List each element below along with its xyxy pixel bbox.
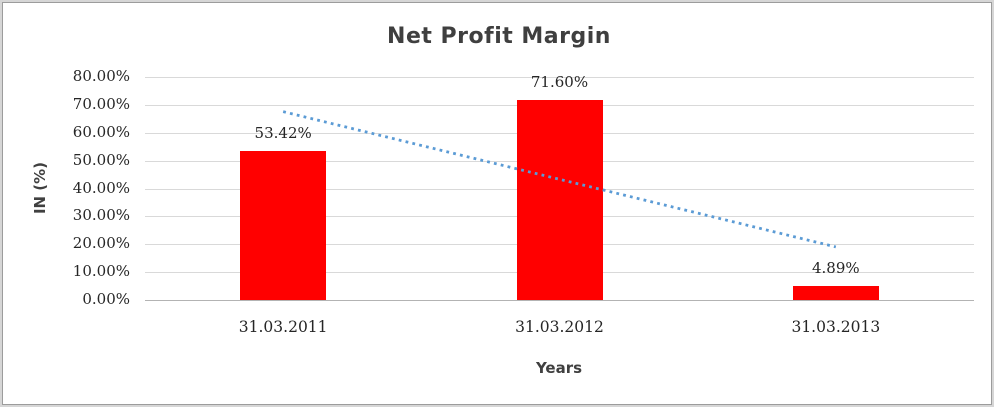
trendline-dotted-line[interactable] xyxy=(282,110,837,249)
y-tick-label: 20.00% xyxy=(72,234,130,253)
x-category-label: 31.03.2013 xyxy=(791,318,881,336)
y-tick-label: 80.00% xyxy=(72,67,130,85)
data-label: 71.60% xyxy=(530,73,589,92)
x-category-label: 31.03.2011 xyxy=(238,318,328,336)
y-tick-label: 30.00% xyxy=(72,206,130,225)
bar-31.03.2012[interactable] xyxy=(516,100,603,300)
y-tick-label: 50.00% xyxy=(72,150,130,169)
x-category-label: 31.03.2012 xyxy=(515,318,604,336)
chart-title: Net Profit Margin xyxy=(387,24,611,49)
data-label: 53.42% xyxy=(254,124,312,143)
y-tick-label: 60.00% xyxy=(72,122,130,141)
data-label: 4.89% xyxy=(812,259,860,278)
bar-31.03.2011[interactable] xyxy=(240,151,327,300)
plot-area xyxy=(145,77,974,301)
bar-31.03.2013[interactable] xyxy=(792,286,879,300)
y-tick-label: 70.00% xyxy=(72,94,130,113)
y-tick-label: 0.00% xyxy=(82,290,130,308)
x-axis-title: Years xyxy=(535,359,583,377)
gridline-0 xyxy=(145,300,974,301)
y-tick-label: 10.00% xyxy=(72,262,130,281)
y-tick-label: 40.00% xyxy=(72,178,130,197)
gridline-80 xyxy=(145,77,974,78)
